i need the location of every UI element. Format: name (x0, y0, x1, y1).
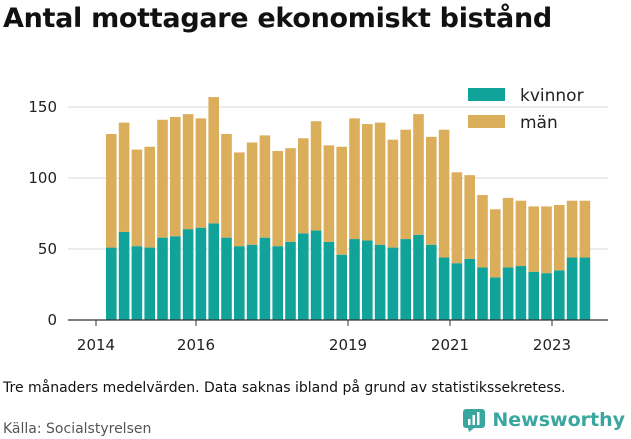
bar-man-4 (157, 119, 168, 238)
bar-man-20 (362, 124, 373, 241)
bar-man-27 (451, 172, 463, 264)
bar-kvinnor-11 (246, 244, 258, 320)
bar-man-35 (554, 204, 565, 271)
bar-man-0 (106, 133, 117, 248)
bar-man-19 (349, 118, 360, 240)
bar-man-36 (566, 200, 578, 258)
bar-kvinnor-26 (438, 257, 450, 320)
y-tick-label-150: 150 (28, 98, 57, 116)
legend-label-1: män (520, 113, 558, 133)
bar-kvinnor-18 (336, 254, 347, 320)
y-tick-label-100: 100 (28, 169, 57, 187)
bar-man-8 (208, 97, 219, 224)
bar-kvinnor-30 (490, 277, 501, 320)
bar-kvinnor-10 (234, 246, 245, 320)
bar-man-28 (464, 175, 475, 259)
bar-kvinnor-14 (285, 241, 296, 320)
bar-kvinnor-23 (400, 239, 411, 320)
y-tick-label-0: 0 (47, 311, 57, 329)
bar-man-6 (182, 114, 194, 230)
bar-man-26 (438, 129, 450, 258)
bar-man-18 (336, 146, 347, 255)
bar-man-1 (118, 122, 130, 232)
legend-swatch-0 (468, 88, 505, 101)
bar-man-15 (298, 138, 309, 234)
bar-man-33 (528, 206, 539, 272)
bar-kvinnor-27 (451, 263, 463, 320)
bar-kvinnor-17 (323, 241, 335, 320)
bar-kvinnor-5 (170, 236, 181, 320)
bar-kvinnor-0 (106, 247, 117, 320)
bar-man-24 (413, 114, 424, 235)
bar-kvinnor-28 (464, 258, 475, 320)
bar-kvinnor-25 (426, 244, 437, 320)
bar-man-31 (502, 197, 514, 268)
legend-swatch-1 (468, 115, 505, 128)
x-tick-label-2023: 2023 (533, 336, 571, 354)
bar-kvinnor-29 (477, 267, 488, 320)
bar-man-3 (144, 146, 155, 248)
x-tick-label-2014: 2014 (77, 336, 115, 354)
footnote: Tre månaders medelvärden. Data saknas ib… (3, 380, 566, 396)
bar-man-30 (490, 209, 501, 278)
bar-kvinnor-35 (554, 270, 565, 320)
bar-kvinnor-1 (118, 231, 130, 320)
bar-man-22 (387, 139, 399, 248)
bar-man-37 (579, 200, 591, 258)
x-tick-label-2016: 2016 (177, 336, 215, 354)
bar-kvinnor-21 (374, 244, 386, 320)
bar-kvinnor-33 (528, 271, 539, 320)
bar-kvinnor-19 (349, 239, 360, 320)
bar-man-17 (323, 145, 335, 242)
bar-man-11 (246, 142, 258, 245)
bar-man-7 (195, 118, 207, 228)
bar-kvinnor-4 (157, 237, 168, 320)
brand-name: Newsworthy (492, 409, 625, 431)
bar-kvinnor-7 (195, 227, 207, 320)
bar-kvinnor-13 (272, 246, 283, 320)
x-tick-label-2019: 2019 (329, 336, 367, 354)
bar-man-25 (426, 136, 437, 245)
bar-kvinnor-36 (566, 257, 578, 320)
bar-kvinnor-31 (502, 267, 514, 320)
legend-label-0: kvinnor (520, 86, 584, 106)
bar-kvinnor-2 (131, 246, 143, 320)
bar-man-10 (234, 152, 245, 247)
bar-kvinnor-22 (387, 247, 399, 320)
bar-kvinnor-34 (541, 273, 552, 320)
bar-man-29 (477, 195, 488, 268)
y-tick-label-50: 50 (38, 240, 57, 258)
newsworthy-brand: Newsworthy (462, 408, 625, 432)
newsworthy-logo-icon (463, 409, 486, 432)
bar-kvinnor-16 (310, 230, 322, 320)
bar-kvinnor-37 (579, 257, 591, 320)
bar-kvinnor-32 (515, 266, 527, 320)
bar-man-23 (400, 129, 411, 240)
bar-kvinnor-12 (259, 237, 271, 320)
bar-man-14 (285, 148, 296, 242)
bar-kvinnor-24 (413, 234, 424, 320)
bar-man-16 (310, 121, 322, 231)
bar-kvinnor-6 (182, 229, 194, 320)
source-credit: Källa: Socialstyrelsen (3, 421, 152, 437)
bar-man-21 (374, 122, 386, 245)
bar-kvinnor-8 (208, 223, 219, 320)
bar-kvinnor-9 (221, 237, 232, 320)
x-tick-label-2021: 2021 (431, 336, 469, 354)
bar-man-32 (515, 200, 527, 267)
bar-kvinnor-3 (144, 247, 155, 320)
bar-man-13 (272, 151, 283, 247)
bar-kvinnor-15 (298, 233, 309, 320)
bar-kvinnor-20 (362, 240, 373, 320)
bar-man-12 (259, 135, 271, 238)
bar-man-5 (170, 116, 181, 237)
chart-title: Antal mottagare ekonomiskt bistånd (3, 3, 552, 34)
bar-man-9 (221, 133, 232, 238)
bar-man-34 (541, 206, 552, 274)
bar-man-2 (131, 149, 143, 247)
